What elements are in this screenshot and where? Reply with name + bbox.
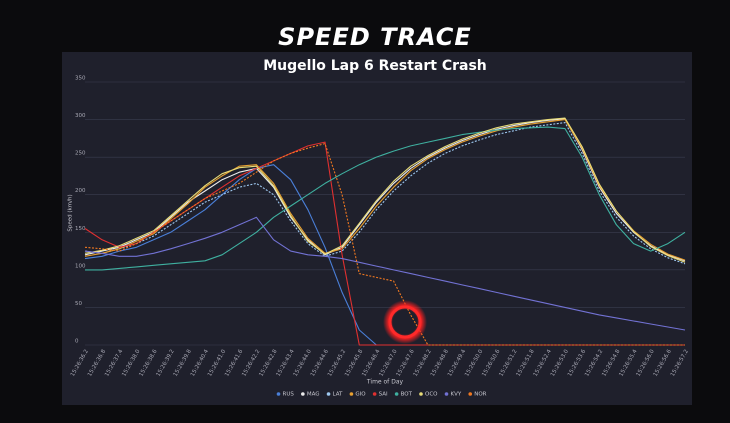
legend-label: MAG: [307, 392, 320, 398]
series-line: [84, 119, 686, 261]
y-tick-label: 300: [75, 113, 86, 119]
plot: [84, 117, 686, 346]
y-tick-label: 100: [75, 263, 86, 269]
series-line: [84, 122, 686, 265]
series-line: [84, 141, 685, 346]
series-line: [85, 126, 686, 271]
legend-label: OCO: [425, 392, 438, 398]
y-axis-label: Speed (km/h): [68, 194, 74, 231]
legend-label: GIO: [355, 392, 366, 398]
legend-label: RUS: [283, 392, 295, 398]
series-line: [84, 216, 686, 331]
subtitle: Mugello Lap 6 Restart Crash: [263, 58, 487, 74]
legend-label: SAI: [379, 392, 388, 398]
highlight-ring: [388, 305, 422, 339]
series-line: [84, 117, 686, 263]
panel: [62, 52, 692, 405]
x-axis-label: Time of Day: [366, 379, 404, 386]
legend-label: NOR: [474, 392, 486, 398]
y-tick-label: 50: [75, 301, 82, 307]
legend-swatch: [326, 392, 331, 396]
legend-swatch: [301, 392, 305, 396]
legend-label: KVY: [451, 392, 462, 398]
legend-swatch: [349, 392, 354, 396]
y-tick-label: 200: [75, 188, 86, 194]
legend-swatch: [444, 392, 449, 396]
legend: RUS MAG LAT GIO SAI BOT OCO KVY NOR: [276, 392, 487, 398]
title: SPEED TRACE: [278, 23, 472, 51]
legend-swatch: [468, 392, 473, 396]
legend-swatch: [276, 392, 281, 396]
legend-swatch: [394, 392, 399, 396]
y-tick-label: 350: [75, 76, 86, 82]
legend-swatch: [372, 392, 377, 396]
y-tick-label: 150: [75, 226, 86, 232]
legend-swatch: [419, 392, 423, 396]
y-tick-label: 0: [75, 339, 79, 345]
series-line: [84, 118, 686, 262]
y-tick-label: 250: [75, 151, 86, 157]
legend-label: LAT: [333, 392, 344, 398]
legend-label: BOT: [401, 392, 413, 398]
